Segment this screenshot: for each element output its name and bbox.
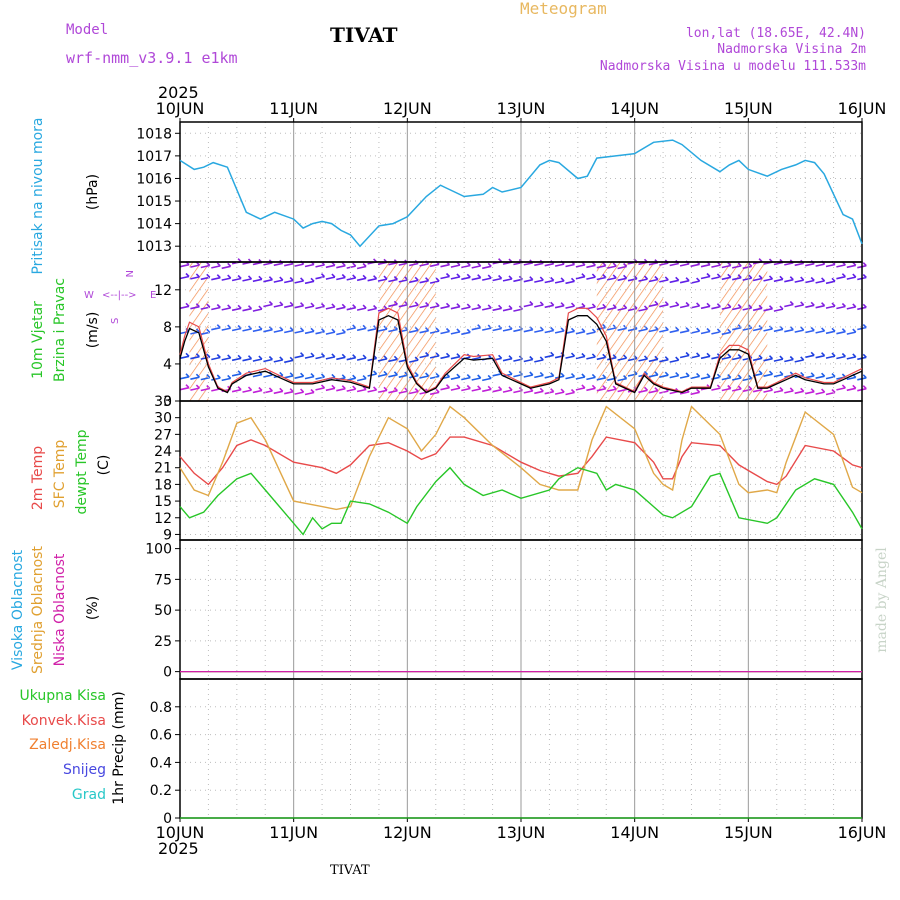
wind-direction-arrows (179, 272, 867, 285)
legend-total-rain: Ukupna Kisa (19, 688, 106, 704)
precip-ylabel: 1hr Precip (mm) (111, 691, 127, 804)
credit-label: made by Angel (874, 547, 890, 653)
plot-layer: 1013101410151016101710180481291215182124… (136, 99, 886, 842)
temperature-ytick-label: 24 (154, 444, 172, 460)
temperature-ytick-label: 30 (154, 411, 172, 427)
pressure-ytick-label: 1018 (136, 126, 172, 142)
precip-ytick-label: 0.6 (150, 728, 172, 744)
wind-ylabel: 10m Vjetar (30, 301, 46, 379)
x-tick-label-bottom: 15JUN (724, 823, 773, 842)
year-label-bottom: 2025 (158, 839, 199, 858)
precip-ytick-label: 0.4 (150, 755, 172, 771)
cloud-high-ylabel: Visoka Oblacnost (10, 549, 26, 670)
x-tick-label-top: 10JUN (156, 99, 205, 118)
pressure-line (179, 139, 863, 248)
temperature-ytick-label: 27 (154, 427, 172, 443)
x-tick-label-bottom: 12JUN (383, 823, 432, 842)
temperature-ytick-label: 33 (154, 394, 172, 410)
dewpoint-line (179, 466, 863, 536)
wind-unit: (m/s) (85, 312, 101, 349)
precip-ytick-label: 0 (163, 811, 172, 827)
temp-2m-line (179, 436, 863, 486)
footer-station: TIVAT (330, 863, 370, 878)
compass-east: E (150, 290, 156, 301)
wind-ytick-label: 0 (163, 394, 172, 410)
model-label: Model (66, 22, 108, 38)
clouds-ytick-label: 25 (154, 634, 172, 650)
x-tick-label-top: 12JUN (383, 99, 432, 118)
cloud-unit: (%) (85, 596, 101, 620)
temperature-ytick-label: 18 (154, 477, 172, 493)
wind-direction-arrows (179, 300, 867, 312)
x-tick-label-top: 13JUN (497, 99, 546, 118)
meteogram-title: Meteogram (520, 0, 607, 18)
wind-ytick-label: 4 (163, 357, 172, 373)
x-tick-label-bottom: 14JUN (610, 823, 659, 842)
compass-west: W (84, 290, 94, 301)
wind-ytick-label: 12 (154, 283, 172, 299)
elevation-label: Nadmorska Visina 2m (717, 42, 866, 57)
pressure-unit: (hPa) (85, 174, 101, 210)
temperature-ytick-label: 21 (154, 461, 172, 477)
x-tick-label-bottom: 11JUN (269, 823, 318, 842)
temp-ylabel3: dewpt Temp (74, 429, 90, 514)
precip-legend: Ukupna Kisa Konvek.Kisa Zaledj.Kisa Snij… (19, 688, 106, 803)
model-elevation-label: Nadmorska Visina u modelu 111.533m (600, 59, 866, 74)
pressure-ytick-label: 1013 (136, 239, 172, 255)
lonlat-label: lon,lat (18.65E, 42.4N) (686, 26, 866, 41)
precip-ytick-label: 0.8 (150, 700, 172, 716)
x-tick-label-top: 11JUN (269, 99, 318, 118)
temp-ylabel2: SFC Temp (52, 440, 68, 509)
pressure-ytick-label: 1014 (136, 217, 172, 233)
x-tick-label-bottom: 16JUN (838, 823, 887, 842)
wind-speed-line (179, 314, 863, 394)
cloud-mid-ylabel: Srednja Oblacnost (30, 546, 46, 674)
pressure-ylabel: Pritisak na nivou mora (30, 117, 46, 274)
temperature-ytick-label: 9 (163, 527, 172, 543)
x-tick-label-top: 16JUN (838, 99, 887, 118)
wind-ytick-label: 8 (163, 320, 172, 336)
cloud-low-ylabel: Niska Oblacnost (52, 553, 68, 666)
temp-unit: (C) (96, 455, 112, 476)
x-tick-label-bottom: 13JUN (497, 823, 546, 842)
legend-convective-rain: Konvek.Kisa (22, 713, 106, 729)
compass-north: N (123, 270, 134, 277)
pressure-ytick-label: 1015 (136, 194, 172, 210)
clouds-ytick-label: 50 (154, 603, 172, 619)
compass-south: S (110, 318, 121, 324)
temperature-ytick-label: 12 (154, 511, 172, 527)
clouds-ytick-label: 100 (145, 542, 172, 558)
temp-sfc-line (179, 405, 863, 511)
year-label-top: 2025 (158, 83, 199, 102)
station-title: TIVAT (330, 23, 398, 47)
x-tick-label-bottom: 10JUN (156, 823, 205, 842)
wind-compass: N W E S <--|--> (84, 270, 156, 324)
clouds-ytick-label: 0 (163, 665, 172, 681)
pressure-ytick-label: 1016 (136, 171, 172, 187)
pressure-ytick-label: 1017 (136, 149, 172, 165)
x-tick-label-top: 15JUN (724, 99, 773, 118)
wind-ylabel2: Brzina i Pravac (52, 278, 68, 382)
precip-ytick-label: 0.2 (150, 783, 172, 799)
temperature-ytick-label: 15 (154, 494, 172, 510)
wind-direction-arrows (179, 323, 867, 336)
temp-ylabel: 2m Temp (30, 446, 46, 510)
x-tick-label-top: 14JUN (610, 99, 659, 118)
clouds-ytick-label: 75 (154, 572, 172, 588)
wind-direction-arrows (179, 384, 867, 396)
legend-hail: Grad (72, 787, 106, 803)
legend-freezing-rain: Zaledj.Kisa (29, 737, 106, 753)
legend-snow: Snijeg (63, 762, 106, 778)
compass-arrows: <--|--> (102, 290, 137, 301)
model-name: wrf-nmm_v3.9.1 e1km (66, 49, 238, 67)
